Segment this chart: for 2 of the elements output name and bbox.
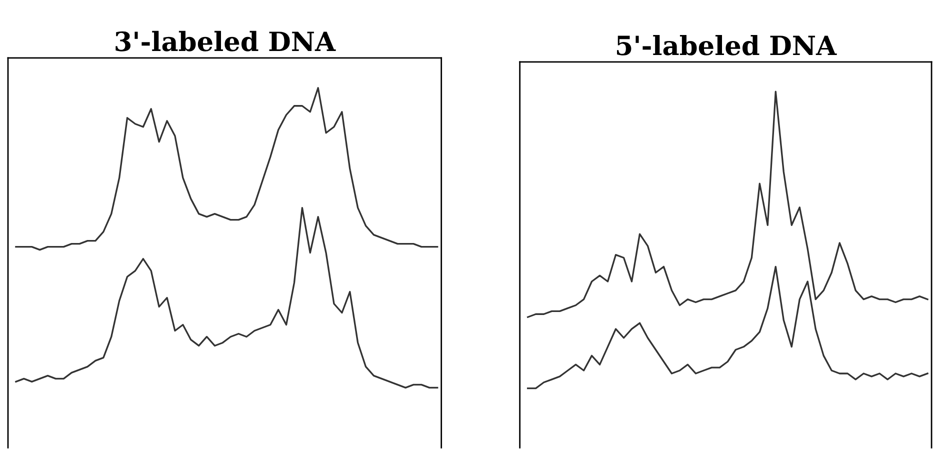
chart-title: 5'-labeled DNA: [617, 34, 837, 56]
chart-title: 3'-labeled DNA: [116, 30, 336, 52]
